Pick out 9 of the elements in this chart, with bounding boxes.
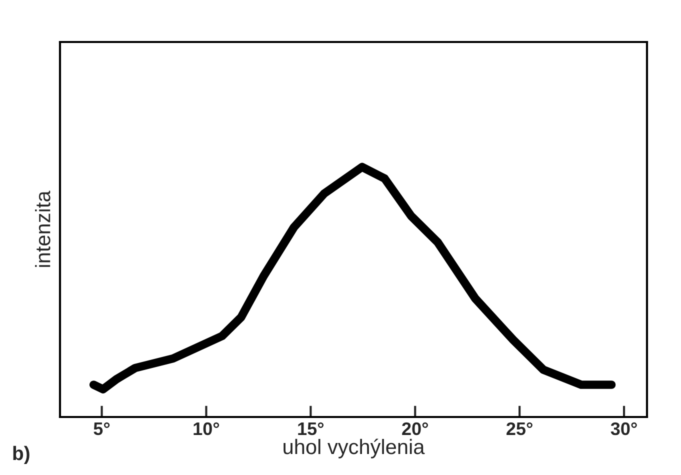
x-axis-title: uhol vychýlenia	[284, 438, 425, 458]
x-tick-label: 30°	[610, 422, 637, 436]
x-tick-label: 10°	[194, 422, 220, 436]
y-axis-title: intenzita	[35, 190, 50, 267]
x-tick-label: 20°	[402, 422, 428, 436]
x-tick-label: 5°	[94, 422, 110, 436]
x-tick-label: 25°	[506, 422, 532, 436]
x-tick-label: 15°	[298, 422, 324, 436]
text: b)	[13, 446, 30, 464]
